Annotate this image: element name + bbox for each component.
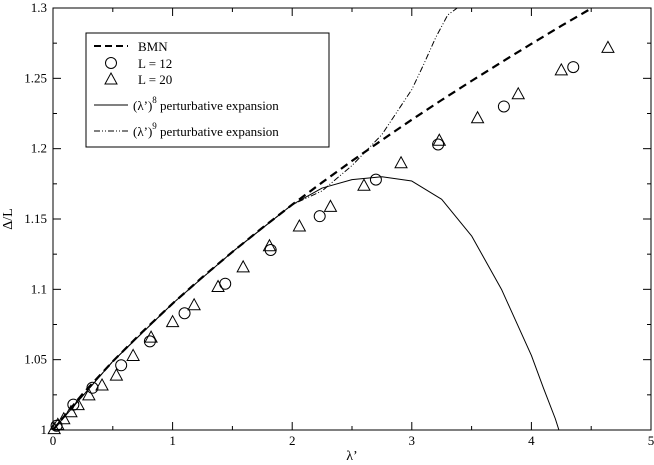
l20-point [323,199,338,212]
legend-swatch-l12 [105,57,117,69]
y-tick-label: 1.2 [31,141,47,156]
l12-point [369,173,382,186]
l20-point [601,40,615,53]
ticks-layer: 0 1 2 3 4 511.051.11.151.21.251.3 [24,0,654,448]
legend-label-bmn: BMN [138,39,168,54]
legend-label-pert9-base: (λ’) [133,124,152,139]
l20-point [211,279,225,293]
l20-point [126,348,140,361]
y-tick-label: 1.25 [24,70,47,85]
legend-label-pert8: (λ’)8 perturbative expansion [133,95,279,113]
l20-point [262,238,277,252]
l12-point [143,335,156,348]
legend: BMN L = 12 L = 20 (λ’)8 perturbative exp… [85,32,330,148]
l20-point [187,297,201,311]
legend-label-pert8-sup: 8 [152,95,157,105]
l20-point [109,368,124,381]
l20-point [64,404,78,418]
l20-point [394,155,408,169]
legend-label-pert8-rest: perturbative expansion [157,98,280,113]
y-tick-label: 1.1 [31,281,47,296]
l12-point [264,243,277,256]
l20-point [47,421,62,435]
x-tick-label: 5 [648,433,654,448]
l12-point [115,359,128,372]
x-tick-label: 1 [169,433,176,448]
legend-label-pert8-base: (λ’) [133,98,152,113]
legend-label-l12: L = 12 [138,56,172,71]
l20-point [144,330,158,343]
l20-point [71,397,85,411]
l20-point [511,86,526,100]
legend-label-pert9-rest: perturbative expansion [157,124,280,139]
legend-label-pert9: (λ’)9 perturbative expansion [133,121,279,139]
legend-label-pert9-sup: 9 [152,121,157,131]
l12-point [432,138,445,151]
l20-point [470,110,485,124]
x-tick-label: 4 [528,433,535,448]
l20-point [432,133,447,146]
y-tick-label: 1.3 [31,0,47,15]
y-tick-label: 1 [41,422,48,437]
legend-swatch-l20 [104,71,118,85]
x-axis-label: λ’ [346,449,357,464]
l20-point [95,377,109,391]
marker-layer [47,40,615,435]
legend-label-l20: L = 20 [138,72,172,87]
l12-point [313,210,326,223]
legend-box [85,32,330,148]
l20-point [82,387,96,401]
y-tick-label: 1.15 [24,211,47,226]
x-tick-label: 2 [289,433,296,448]
l20-point [554,62,569,76]
y-tick-label: 1.05 [24,352,47,367]
l20-point [357,178,371,191]
series-layer [53,8,595,430]
l20-point [165,314,180,328]
l20-point [56,411,71,425]
l20-point [236,259,251,273]
x-tick-label: 0 [50,433,57,448]
x-tick-label: 3 [409,433,416,448]
l20-point [292,218,307,232]
y-axis-label: Δ/L [1,208,16,229]
l12-point [178,307,191,320]
l12-point [497,100,510,113]
l12-point [567,61,580,74]
l12-point [86,381,99,394]
